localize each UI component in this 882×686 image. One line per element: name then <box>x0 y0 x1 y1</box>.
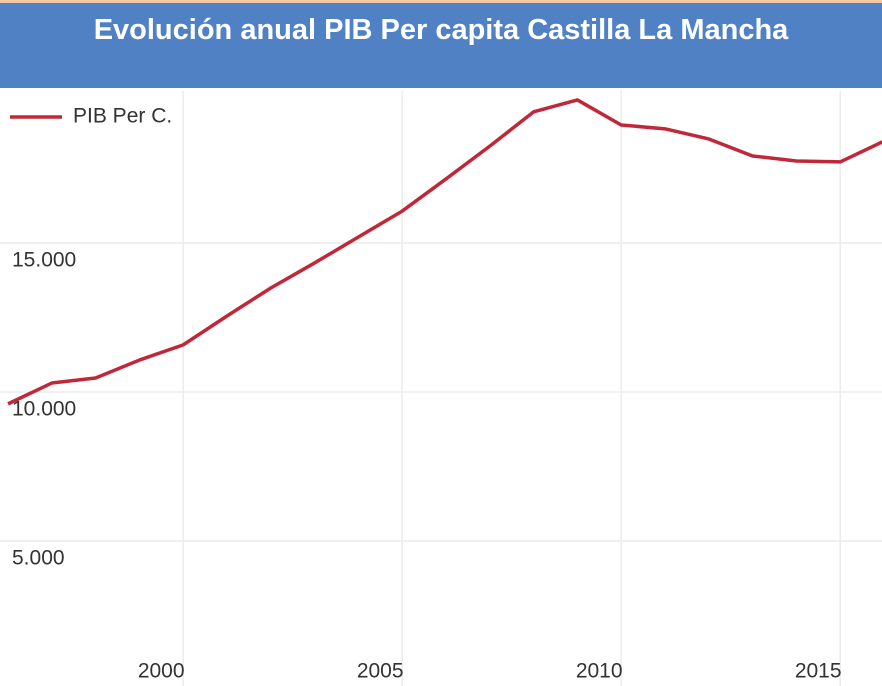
x-tick-label: 2000 <box>138 660 185 683</box>
y-tick-label: 5.000 <box>12 547 65 570</box>
y-tick-label: 15.000 <box>12 249 76 272</box>
x-tick-label: 2005 <box>357 660 404 683</box>
chart-title: Evolución anual PIB Per capita Castilla … <box>0 0 882 88</box>
y-tick-label: 10.000 <box>12 398 76 421</box>
data-line <box>7 98 882 406</box>
x-tick-label: 2015 <box>795 660 842 683</box>
x-tick-label: 2010 <box>576 660 623 683</box>
legend-label: PIB Per C. <box>73 105 172 128</box>
